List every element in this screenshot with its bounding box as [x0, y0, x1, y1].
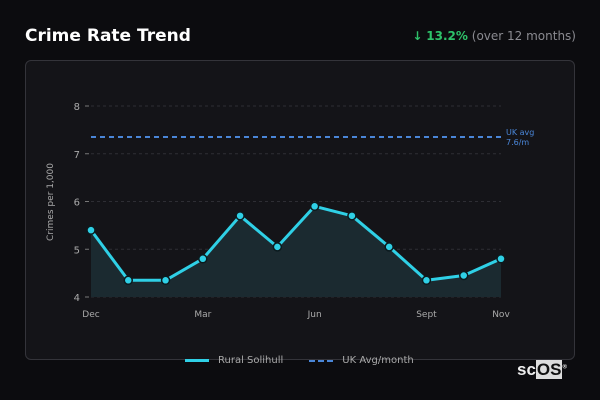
- change-summary: ↓ 13.2% (over 12 months): [412, 29, 576, 43]
- x-tick-label: Sept: [416, 310, 437, 320]
- data-point: [160, 275, 171, 286]
- y-tick-label: 8: [74, 102, 80, 113]
- data-point: [421, 275, 432, 286]
- data-point: [272, 242, 283, 252]
- data-point: [235, 211, 245, 221]
- x-tick-label: Mar: [194, 310, 211, 320]
- y-axis-label: Crimes per 1,000: [46, 163, 56, 241]
- legend-label-uk: UK Avg/month: [342, 355, 414, 366]
- x-tick-label: Jun: [307, 310, 322, 320]
- data-point: [309, 201, 320, 212]
- y-tick-label: 5: [74, 245, 80, 256]
- data-point: [198, 254, 208, 264]
- data-point: [123, 275, 134, 286]
- data-point: [384, 242, 394, 252]
- area-fill: [91, 206, 501, 297]
- page-title: Crime Rate Trend: [25, 26, 191, 46]
- down-arrow-icon: ↓: [412, 29, 423, 43]
- legend-swatch-uk: [309, 359, 334, 362]
- series-line-rural: [89, 204, 502, 282]
- y-tick-label: 7: [74, 150, 80, 161]
- change-period: (over 12 months): [471, 29, 576, 43]
- legend: Rural Solihull UK Avg/month: [185, 355, 414, 366]
- x-tick-label: Dec: [82, 310, 99, 320]
- data-point: [347, 211, 357, 221]
- data-point: [496, 254, 506, 264]
- data-point: [458, 270, 469, 281]
- y-tick-label: 4: [74, 293, 80, 304]
- x-tick-label: Nov: [492, 310, 510, 320]
- chart-card: [25, 60, 575, 360]
- legend-label-rural: Rural Solihull: [218, 355, 284, 366]
- scos-logo: scOS®: [517, 360, 567, 379]
- data-point: [86, 225, 96, 235]
- uk-avg-annotation: 7.6/m: [506, 138, 529, 147]
- uk-avg-annotation: UK avg: [506, 128, 534, 137]
- change-percent: 13.2%: [426, 29, 468, 43]
- legend-swatch-rural: [185, 359, 209, 362]
- y-tick-label: 6: [74, 198, 80, 209]
